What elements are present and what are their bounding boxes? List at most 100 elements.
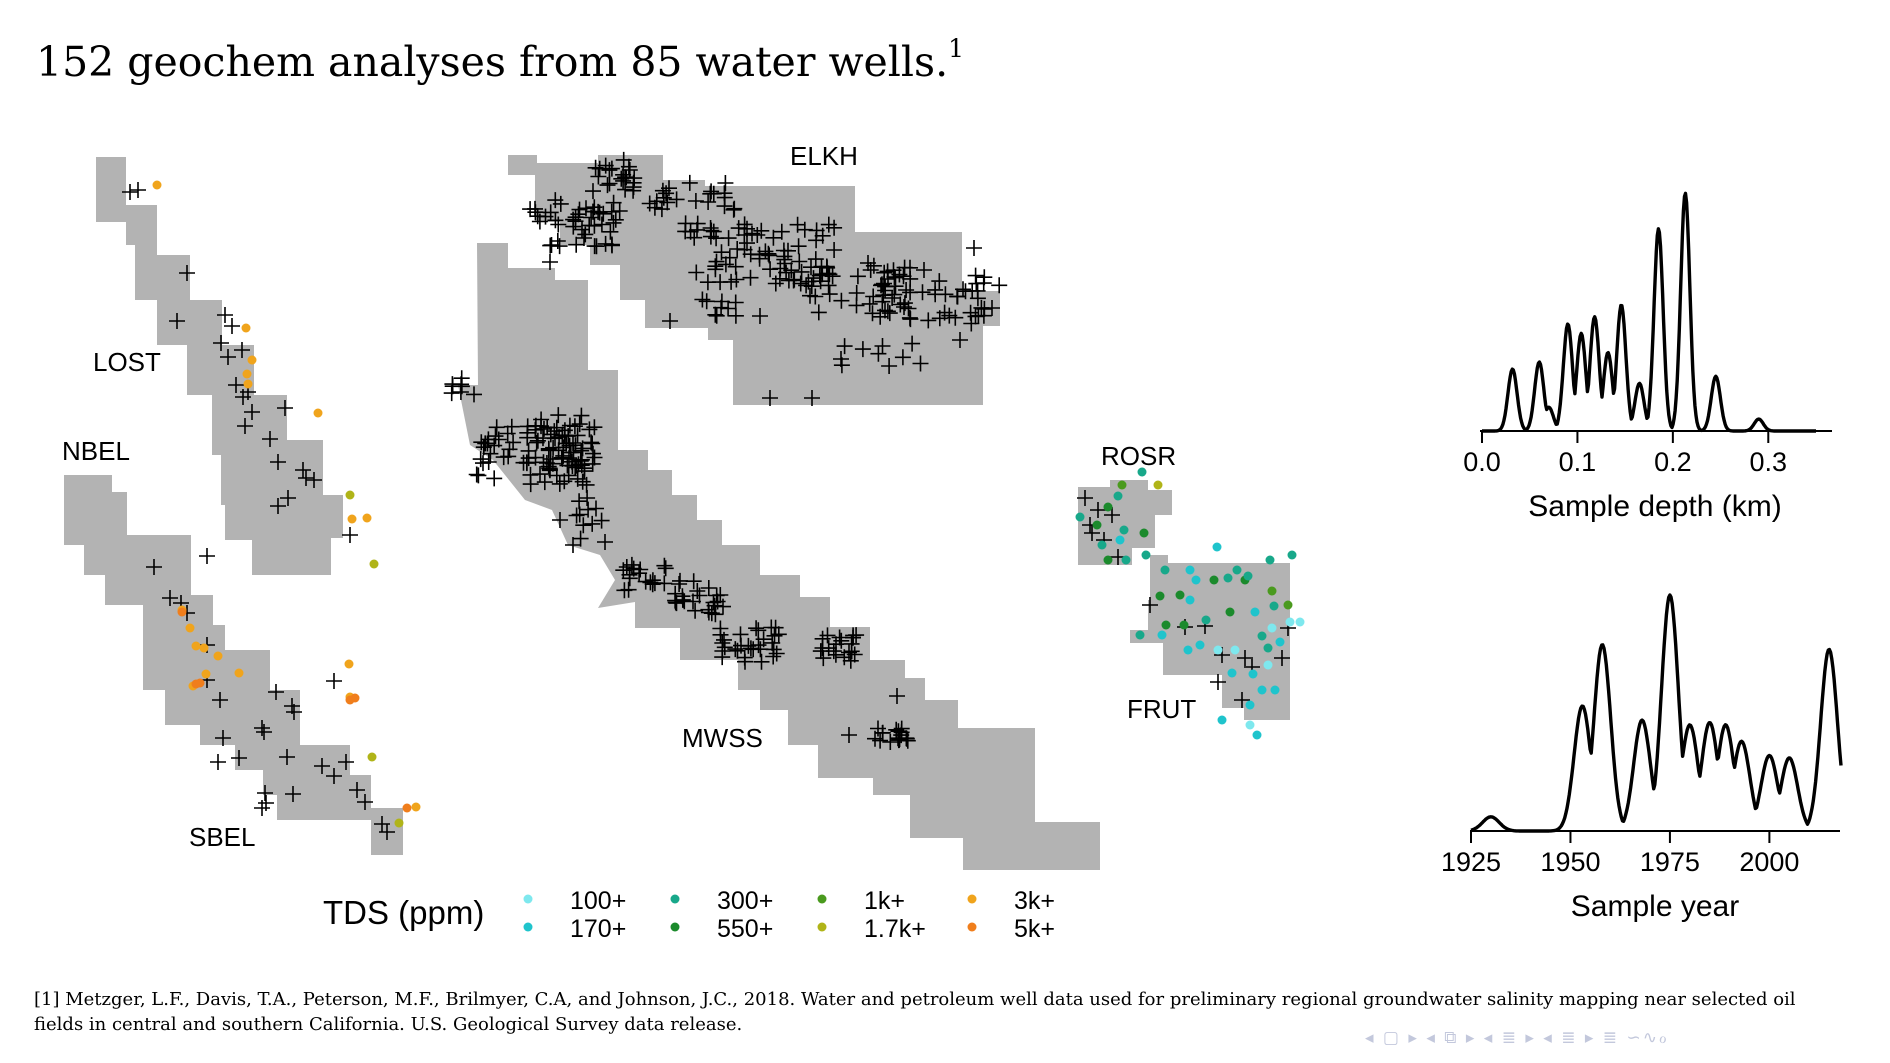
well-marker [122,184,138,200]
well-marker [902,270,919,287]
well-marker [587,159,604,176]
beamer-navigation-icons[interactable]: ◂ ▢ ▸ ◂ ⧉ ▸ ◂ ≣ ▸ ◂ ≣ ▸ ≣ ∽∿ℴ [1365,1028,1669,1048]
tds-point [1185,595,1195,605]
well-marker [685,573,702,590]
rosr-field-polygon [1078,480,1172,565]
well-marker [920,312,937,329]
well-marker [914,284,931,301]
well-marker [753,222,770,239]
nbel-sbel-field-polygon [64,475,403,855]
tds-point [1285,617,1295,627]
well-marker [826,242,843,258]
tds-point [152,180,162,190]
well-marker [755,631,772,648]
tds-point [247,355,257,365]
well-marker [877,278,894,295]
well-marker [876,275,892,292]
well-marker [555,439,572,456]
well-marker [750,622,767,639]
well-marker [486,470,503,487]
well-marker [1274,650,1290,666]
tds-point [1227,668,1237,678]
well-marker [601,162,618,179]
well-marker [625,182,642,199]
well-marker [715,598,731,615]
well-marker [217,307,233,323]
well-marker [896,295,913,312]
well-marker [254,720,270,736]
well-marker [551,429,568,446]
well-marker [220,349,236,365]
legend-item-550: 550+ [670,915,773,943]
well-marker [573,457,590,474]
well-marker [860,255,876,271]
slide-title: 152 geochem analyses from 85 water wells… [36,34,964,86]
well-marker [576,460,593,477]
legend-swatch [670,922,680,932]
well-marker [898,282,915,298]
tds-point [1115,535,1125,545]
well-marker [952,332,968,348]
well-marker [848,627,865,644]
well-marker [737,653,753,670]
well-marker [833,357,850,374]
footnote: [1] Metzger, L.F., Davis, T.A., Peterson… [34,989,1796,1035]
well-marker [872,308,889,325]
well-marker [957,283,974,300]
well-marker [803,259,819,276]
well-marker [580,501,597,518]
well-marker [865,288,882,305]
well-marker [812,643,829,660]
well-marker [338,754,354,770]
well-marker [841,727,857,743]
well-marker [702,185,719,202]
well-marker [547,192,564,209]
well-marker [963,315,980,332]
well-marker [902,311,919,328]
tds-point [1287,550,1297,560]
well-marker [725,201,742,218]
well-marker [466,386,482,403]
well-marker [522,201,539,218]
well-marker [984,300,1000,316]
well-marker [757,243,774,260]
well-marker [588,500,604,517]
tds-point [1201,615,1211,625]
well-marker [603,203,620,220]
well-marker [244,404,260,420]
well-marker [500,448,517,465]
well-marker [882,734,899,750]
tds-point [1185,565,1195,575]
well-marker [841,644,857,661]
well-marker [947,309,964,326]
well-marker [585,183,601,200]
well-marker [689,583,706,599]
tick-label: 1950 [1540,847,1600,877]
tds-point [1250,607,1260,617]
well-marker [285,786,301,802]
well-marker [691,587,708,604]
well-marker [314,758,330,774]
well-marker [472,451,489,468]
well-marker [295,462,311,478]
well-marker [537,208,554,225]
well-marker [826,219,843,236]
field-label-lost: LOST [93,347,161,377]
well-marker [717,256,734,273]
well-marker [505,434,522,451]
well-marker [568,507,585,524]
well-marker [453,378,470,395]
well-marker [298,470,314,486]
well-marker [268,684,284,700]
tds-point [1263,643,1273,653]
well-marker [615,151,632,168]
tds-point [1209,575,1219,585]
tds-point [1141,550,1151,560]
field-label-frut: FRUT [1127,694,1196,724]
well-marker [967,267,984,284]
well-marker [568,236,585,253]
tds-point [185,623,195,633]
well-marker [585,445,601,462]
tds-point [1213,645,1223,655]
well-marker [548,467,565,484]
